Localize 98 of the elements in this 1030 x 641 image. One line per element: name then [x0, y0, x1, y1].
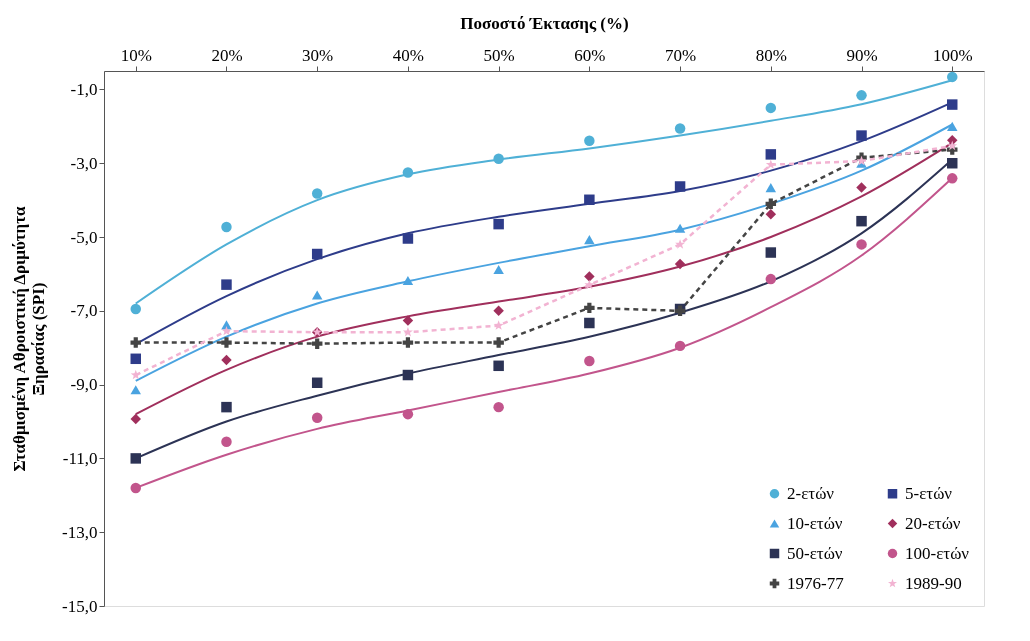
y-tick-label: -13,0: [62, 522, 98, 542]
point: [221, 354, 232, 366]
point: [130, 385, 141, 395]
point: [765, 102, 777, 114]
x-tick-label: 30%: [302, 45, 334, 65]
legend-label: 10-ετών: [787, 513, 843, 533]
point: [402, 408, 414, 420]
point: [675, 239, 686, 249]
point: [584, 271, 595, 282]
point: [765, 183, 777, 193]
point: [130, 453, 141, 464]
point: [856, 130, 867, 141]
y-tick-label: -1,0: [70, 79, 98, 99]
point: [493, 218, 504, 230]
point: [402, 326, 413, 337]
point: [584, 135, 595, 146]
point: [402, 337, 414, 348]
point: [402, 315, 414, 326]
point: [584, 355, 595, 367]
x-tick-label: 100%: [932, 45, 973, 65]
point: [674, 340, 686, 352]
point: [493, 320, 504, 330]
point: [130, 413, 141, 425]
point: [221, 401, 232, 413]
x-tick-label: 60%: [574, 45, 606, 65]
y-tick-label: -9,0: [70, 375, 98, 395]
y-tick-label: -5,0: [70, 227, 98, 247]
y-tick-label: -7,0: [70, 301, 98, 321]
point: [493, 401, 504, 413]
point: [221, 337, 232, 348]
point: [130, 482, 141, 494]
point: [493, 305, 504, 317]
legend-label: 5-ετών: [905, 483, 953, 503]
point: [856, 90, 867, 101]
point: [947, 173, 958, 184]
legend-label: 100-ετών: [905, 543, 970, 563]
point: [493, 153, 504, 165]
point: [947, 71, 958, 83]
point: [130, 337, 141, 348]
x-tick-label: 90%: [846, 45, 878, 65]
x-axis-title: Ποσοστό Έκτασης (%): [460, 13, 629, 33]
legend-label: 1976-77: [787, 573, 845, 593]
point: [311, 338, 323, 349]
point: [947, 99, 958, 110]
point: [765, 198, 777, 210]
x-tick-label: 70%: [665, 45, 697, 65]
point: [221, 279, 232, 290]
y-tick-label: -15,0: [62, 596, 98, 616]
legend-label: 1989-90: [905, 573, 962, 593]
x-tick-label: 20%: [211, 45, 243, 65]
point: [856, 182, 867, 193]
point: [402, 233, 414, 244]
point: [584, 235, 595, 245]
x-tick-label: 80%: [755, 45, 787, 65]
point: [130, 353, 141, 365]
point: [493, 264, 504, 275]
point: [493, 337, 504, 348]
point: [311, 248, 323, 260]
point: [221, 325, 232, 336]
point: [584, 194, 595, 206]
point: [402, 276, 414, 286]
point: [765, 247, 777, 258]
point: [584, 302, 595, 314]
x-tick-label: 40%: [392, 45, 424, 65]
point: [674, 258, 686, 270]
point: [947, 121, 958, 131]
point: [765, 159, 776, 169]
point: [311, 290, 323, 300]
legend-label: 2-ετών: [787, 483, 835, 503]
point: [856, 215, 867, 227]
point: [402, 369, 414, 381]
point: [493, 360, 504, 372]
point: [130, 303, 141, 315]
legend-label: 50-ετών: [787, 543, 843, 563]
point: [130, 369, 141, 380]
x-tick-label: 50%: [483, 45, 515, 65]
point: [947, 158, 958, 169]
point: [765, 208, 777, 220]
legend-label: 20-ετών: [905, 513, 961, 533]
x-tick-label: 10%: [120, 45, 152, 65]
point: [765, 149, 777, 160]
point: [674, 123, 686, 134]
point: [947, 140, 958, 151]
point: [674, 181, 686, 192]
point: [856, 239, 867, 250]
point: [674, 223, 686, 233]
y-tick-label: -11,0: [62, 448, 98, 468]
point: [584, 279, 595, 290]
point: [584, 317, 595, 329]
point: [221, 221, 232, 233]
point: [402, 167, 414, 178]
point: [311, 412, 323, 424]
point: [765, 273, 777, 285]
y-tick-label: -3,0: [70, 153, 98, 173]
point: [311, 377, 323, 389]
point: [311, 188, 323, 199]
y-axis-title: Σταθμισμένη Αθροιστική Δριμύτητα Ξηρασίας (SPI): [10, 205, 49, 472]
point: [221, 436, 232, 448]
